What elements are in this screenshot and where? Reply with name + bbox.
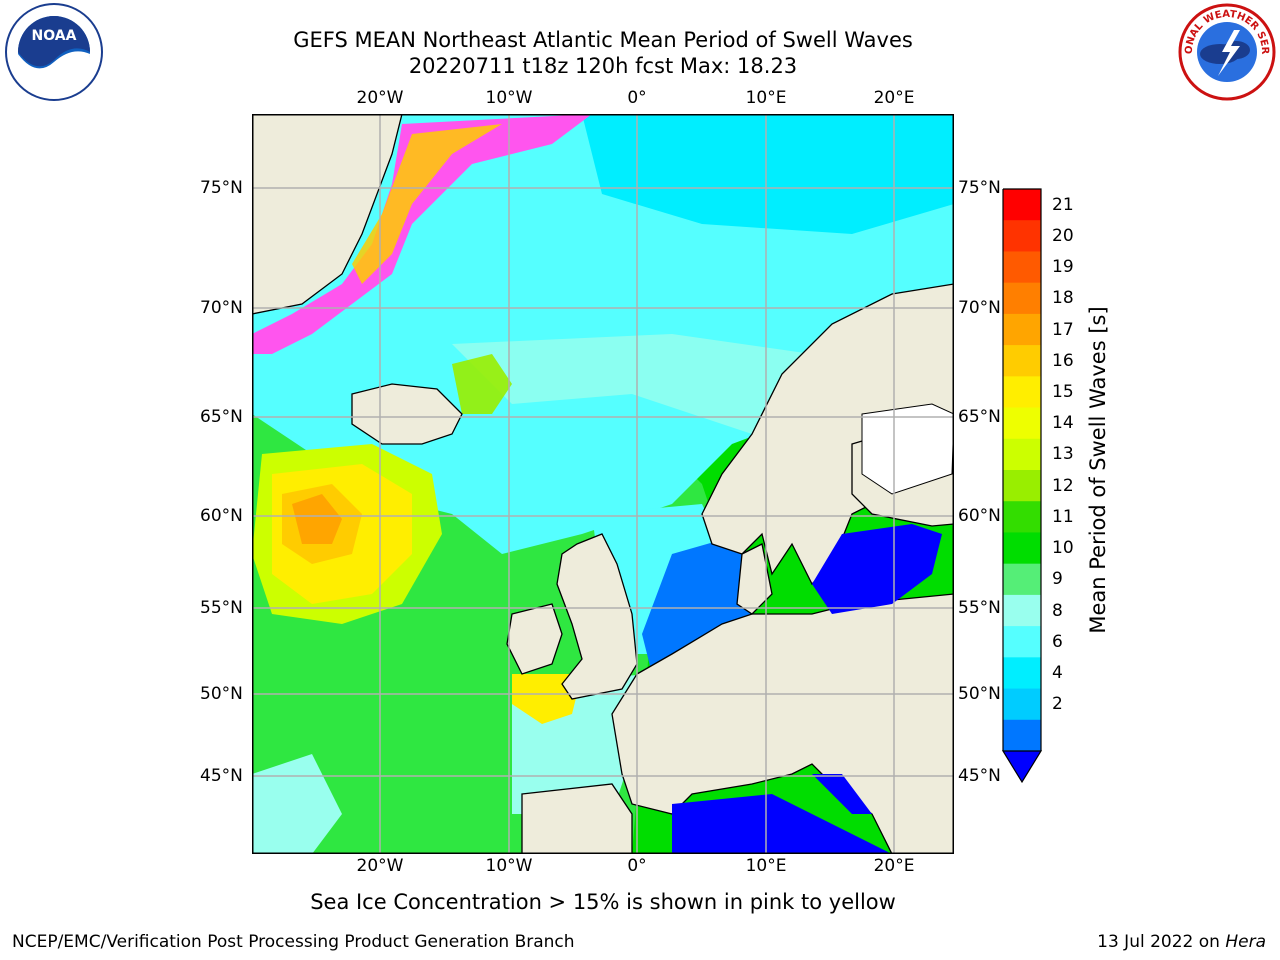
colorbar-segment	[1003, 189, 1041, 221]
footer-date-text: 13 Jul 2022 on	[1097, 932, 1226, 952]
colorbar-tick-label: 21	[1052, 194, 1074, 215]
swell-zone-17s	[292, 494, 342, 544]
lon-label-bottom-10w: 10°W	[485, 856, 533, 876]
lon-label-bottom-20w: 20°W	[356, 856, 404, 876]
colorbar-segment	[1003, 563, 1041, 596]
map-border	[252, 114, 954, 854]
colorbar-tick-label: 12	[1052, 475, 1074, 496]
lat-label-right-55n: 55°N	[958, 598, 1001, 618]
lon-label-top-20w: 20°W	[356, 88, 404, 108]
adriatic-swell	[812, 774, 872, 814]
colorbar-segment	[1003, 313, 1041, 346]
colorbar-segment	[1003, 251, 1041, 284]
lat-label-right-45n: 45°N	[958, 766, 1001, 786]
colorbar-tick-label: 13	[1052, 444, 1074, 465]
colorbar-tick-label: 20	[1052, 225, 1074, 246]
lon-label-bottom-10e: 10°E	[745, 856, 787, 876]
land-masses	[252, 114, 954, 854]
nws-logo: NATIONAL WEATHER SERVICE	[1176, 2, 1276, 101]
footer-date: 13 Jul 2022 on Hera	[1097, 932, 1266, 952]
lat-label-left-60n: 60°N	[200, 506, 243, 526]
colorbar-tick-label: 4	[1052, 662, 1063, 683]
lat-label-left-65n: 65°N	[200, 407, 243, 427]
baltic-sea-swell	[812, 524, 942, 614]
colorbar-segment	[1003, 657, 1041, 689]
colorbar-segment	[1003, 688, 1041, 721]
colorbar-outline	[1002, 188, 1042, 751]
colorbar-tick-label: 8	[1052, 600, 1063, 621]
colorbar-segment	[1003, 220, 1041, 252]
footer-machine: Hera	[1225, 932, 1266, 952]
lat-label-left-50n: 50°N	[200, 684, 243, 704]
lat-label-right-60n: 60°N	[958, 506, 1001, 526]
swell-zone-8-9s-north	[452, 334, 852, 434]
swell-zone-8s-southwest	[252, 754, 342, 854]
colorbar-tick-label: 16	[1052, 350, 1074, 371]
swell-zone-12s-north	[452, 354, 512, 414]
lon-label-top-0: 0°	[627, 88, 647, 108]
colorbar-tick-label: 10	[1052, 538, 1074, 559]
lat-label-right-70n: 70°N	[958, 298, 1001, 318]
mediterranean-swell	[672, 794, 892, 854]
colorbar-segment	[1003, 282, 1041, 315]
sea-ice-high-concentration	[352, 124, 502, 284]
colorbar-tick-label: 2	[1052, 694, 1063, 715]
lon-label-bottom-20e: 20°E	[873, 856, 915, 876]
lon-label-bottom-0: 0°	[627, 856, 647, 876]
colorbar-segment	[1003, 594, 1041, 627]
noaa-logo: NOAA	[5, 3, 103, 101]
graticule	[252, 114, 954, 854]
colorbar-segment	[1003, 376, 1041, 408]
lat-label-left-75n: 75°N	[200, 178, 243, 198]
colorbar-segment	[1003, 438, 1041, 471]
colorbar-tick-label: 15	[1052, 381, 1074, 402]
colorbar-segment	[1003, 407, 1041, 440]
lat-label-left-45n: 45°N	[200, 766, 243, 786]
map-title: GEFS MEAN Northeast Atlantic Mean Period…	[293, 28, 913, 52]
lat-label-right-75n: 75°N	[958, 178, 1001, 198]
swell-zone-4-6s	[582, 114, 954, 234]
noaa-logo-text: NOAA	[32, 28, 77, 44]
map-subtitle: 20220711 t18z 120h fcst Max: 18.23	[408, 54, 798, 78]
colorbar-label: Mean Period of Swell Waves [s]	[1086, 306, 1110, 634]
north-sea-blue	[642, 534, 752, 674]
colorbar	[1002, 188, 1042, 784]
lon-label-top-10w: 10°W	[485, 88, 533, 108]
colorbar-tick-label: 9	[1052, 569, 1063, 590]
footer-credit: NCEP/EMC/Verification Post Processing Pr…	[12, 932, 575, 952]
sea-ice-footnote: Sea Ice Concentration > 15% is shown in …	[310, 890, 896, 914]
colorbar-segment	[1003, 470, 1041, 502]
colorbar-segment	[1003, 345, 1041, 377]
lon-label-top-20e: 20°E	[873, 88, 915, 108]
lon-label-top-10e: 10°E	[745, 88, 787, 108]
colorbar-tick-label: 14	[1052, 413, 1074, 434]
lat-label-left-70n: 70°N	[200, 298, 243, 318]
colorbar-segment	[1003, 501, 1041, 533]
lat-label-right-65n: 65°N	[958, 407, 1001, 427]
colorbar-tick-label: 19	[1052, 257, 1074, 278]
gulf-of-bothnia	[861, 403, 954, 495]
colorbar-segment	[1003, 626, 1041, 658]
colorbar-tick-label: 17	[1052, 319, 1074, 340]
colorbar-tick-label: 11	[1052, 506, 1074, 527]
colorbar-segment	[1003, 719, 1041, 752]
lat-label-right-50n: 50°N	[958, 684, 1001, 704]
colorbar-tick-label: 18	[1052, 288, 1074, 309]
colorbar-segment	[1003, 532, 1041, 565]
colorbar-tick-label: 6	[1052, 631, 1063, 652]
map-panel	[252, 114, 954, 854]
colorbar-under-arrow	[1002, 750, 1042, 784]
sea-ice-band	[252, 114, 592, 354]
lat-label-left-55n: 55°N	[200, 598, 243, 618]
